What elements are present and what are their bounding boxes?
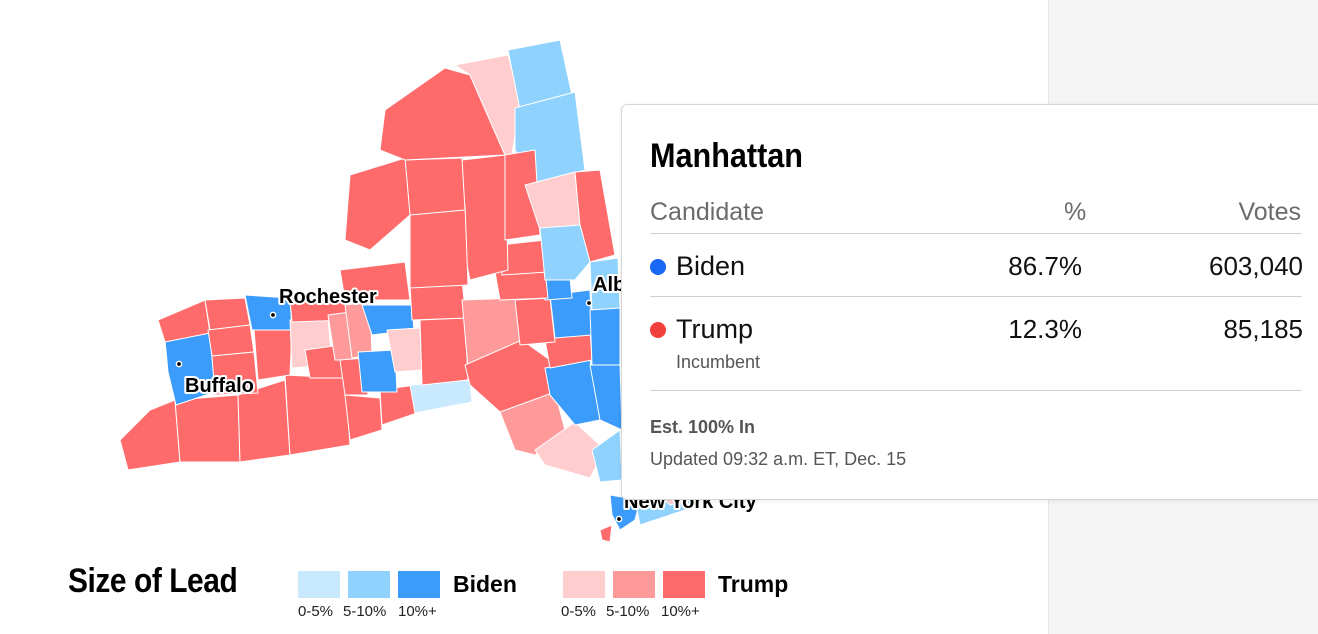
tooltip-updated: Updated 09:32 a.m. ET, Dec. 15 (650, 449, 907, 469)
county-tooltip: Manhattan Candidate % Votes Biden 86.7% … (621, 104, 1318, 500)
county-steuben[interactable] (284, 374, 351, 456)
legend-swatch-trump-5-10 (613, 571, 655, 598)
legend-swatch-biden-5-10 (348, 571, 390, 598)
tooltip-estimate: Est. 100% In (650, 417, 756, 437)
city-label-buffalo: Buffalo (185, 375, 254, 397)
county-washington[interactable] (574, 169, 616, 263)
candidate-name: Trump (676, 314, 754, 344)
county-oneida[interactable] (409, 204, 469, 289)
candidate-votes: 85,185 (1223, 314, 1303, 344)
county-jefferson[interactable] (344, 157, 411, 251)
county-columbia[interactable] (589, 307, 621, 366)
tooltip-divider (650, 233, 1302, 234)
legend-title: Size of Lead (68, 562, 238, 600)
legend-tick-biden-0-5: 0-5% (298, 603, 334, 620)
legend-tick-trump-10-plus: 10%+ (661, 603, 700, 620)
county-hamilton[interactable] (504, 149, 541, 241)
legend-label-trump: Trump (718, 571, 789, 597)
incumbent-label: Incumbent (676, 352, 761, 372)
candidate-percent: 86.7% (1008, 251, 1082, 281)
city-label-rochester: Rochester (279, 286, 377, 308)
county-chemung[interactable] (344, 394, 383, 441)
county-saratoga[interactable] (539, 224, 591, 281)
tooltip-header-percent: % (1064, 198, 1087, 226)
county-chenango[interactable] (419, 317, 469, 386)
tooltip-header-candidate: Candidate (650, 198, 764, 226)
tooltip-row-biden: Biden 86.7% 603,040 (622, 251, 1318, 311)
legend-label-biden: Biden (453, 571, 517, 597)
legend-swatch-trump-0-5 (563, 571, 605, 598)
candidate-votes: 603,040 (1209, 251, 1303, 281)
candidate-name: Biden (676, 251, 746, 281)
legend-swatch-trump-10-plus (663, 571, 705, 598)
city-dot-albany (585, 299, 593, 307)
legend-tick-trump-5-10: 5-10% (606, 603, 650, 620)
county-tompkins[interactable] (357, 349, 398, 393)
tooltip-county-name: Manhattan (650, 137, 803, 175)
tooltip-divider (650, 390, 1302, 391)
county-putnam-westchester[interactable] (591, 429, 623, 483)
trump-color-dot (650, 322, 666, 338)
county-orleans[interactable] (204, 297, 251, 331)
city-dot-rochester (269, 311, 277, 319)
county-broome[interactable] (409, 379, 473, 414)
county-oswego[interactable] (339, 261, 411, 301)
legend-swatch-biden-0-5 (298, 571, 340, 598)
legend-tick-trump-0-5: 0-5% (561, 603, 597, 620)
county-cattaraugus[interactable] (174, 394, 241, 463)
candidate-percent: 12.3% (1008, 314, 1082, 344)
county-schoharie[interactable] (514, 297, 556, 346)
tooltip-row-trump: Trump Incumbent 12.3% 85,185 (622, 314, 1318, 374)
county-staten-island[interactable] (599, 524, 613, 543)
legend-swatch-biden-10-plus (398, 571, 440, 598)
county-lewis[interactable] (404, 157, 466, 216)
tooltip-header-votes: Votes (1238, 198, 1301, 226)
county-genesee[interactable] (207, 324, 255, 357)
county-wyoming[interactable] (211, 351, 259, 396)
city-dot-nyc (615, 515, 623, 523)
legend-tick-biden-10-plus: 10%+ (398, 603, 437, 620)
biden-color-dot (650, 259, 666, 275)
county-livingston[interactable] (253, 329, 293, 381)
county-herkimer[interactable] (461, 154, 509, 281)
tooltip-divider (650, 296, 1302, 297)
city-dot-buffalo (175, 360, 183, 368)
county-chautauqua[interactable] (119, 399, 181, 471)
legend-tick-biden-5-10: 5-10% (343, 603, 387, 620)
